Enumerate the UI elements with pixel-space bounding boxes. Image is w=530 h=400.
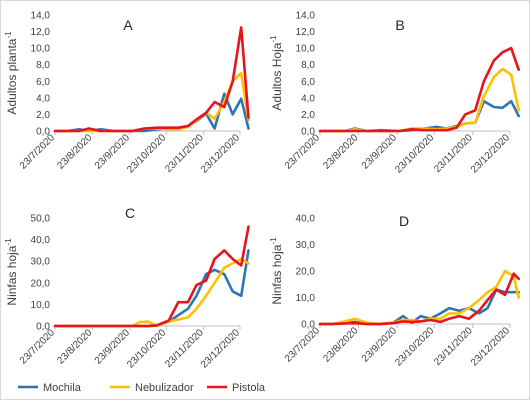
x-tick-label: 23/8/2020 xyxy=(321,325,361,365)
y-axis-label-superscript: -1 xyxy=(269,35,278,43)
y-tick-label: 10,0 xyxy=(296,293,316,304)
y-tick-label: 50,0 xyxy=(31,214,51,225)
y-tick-label: 8,0 xyxy=(36,60,50,71)
y-tick-label: 10,0 xyxy=(31,44,51,55)
x-tick-label: 23/9/2020 xyxy=(360,325,400,365)
y-tick-label: 30,0 xyxy=(31,257,51,268)
x-tick-label: 23/7/2020 xyxy=(283,325,323,365)
series-line-pistola xyxy=(53,26,250,133)
x-tick-label: 23/10/2020 xyxy=(125,327,168,370)
legend-label-nebulizador: Nebulizador xyxy=(135,382,194,394)
legend-label-mochila: Mochila xyxy=(43,382,82,394)
y-tick-label: 30,0 xyxy=(296,240,316,251)
y-tick-label: 10,0 xyxy=(296,44,316,55)
y-axis-label: Ninfas hoja-1 xyxy=(269,237,284,305)
y-tick-label: 0,0 xyxy=(36,322,50,333)
series-line-mochila xyxy=(318,99,521,133)
y-tick-label: 14,0 xyxy=(296,11,316,22)
x-tick-label: 23/10/2020 xyxy=(125,132,168,175)
y-tick-label: 4,0 xyxy=(301,93,315,104)
y-tick-label: 40,0 xyxy=(296,214,316,225)
y-tick-label: 6,0 xyxy=(36,77,50,88)
x-tick-label: 23/9/2020 xyxy=(360,132,400,172)
series-line-mochila xyxy=(53,249,250,328)
x-tick-label: 23/7/2020 xyxy=(283,132,323,172)
y-tick-label: 20,0 xyxy=(296,267,316,278)
y-tick-label: 40,0 xyxy=(31,235,51,246)
series-line-nebulizador xyxy=(318,67,521,133)
x-tick-label: 23/8/2020 xyxy=(55,132,95,172)
y-axis-label: Adultos Hoja-1 xyxy=(269,35,284,111)
panel-b: 0,0 2,0 4,0 6,0 8,0 10,0 12,0 14,0 23/7/2020 23/8… xyxy=(269,11,521,176)
legend-label-pistola: Pistola xyxy=(232,382,266,394)
panel-a: 0,0 2,0 4,0 6,0 8,0 10,0 12,0 14,0 23/7/202023/8… xyxy=(4,11,250,176)
y-tick-label: 12,0 xyxy=(296,27,316,38)
y-tick-label: 2,0 xyxy=(36,110,50,121)
y-tick-label: 2,0 xyxy=(301,110,315,121)
y-tick-label: 0,0 xyxy=(301,127,315,138)
panel-letter: C xyxy=(125,205,135,221)
panel-d: 0,010,020,030,040,023/7/2020 23/8/2020 23/… xyxy=(269,213,521,369)
panel-letter: B xyxy=(395,17,404,33)
x-tick-label: 23/7/2020 xyxy=(18,132,58,172)
y-axis-label-superscript: -1 xyxy=(4,31,13,39)
x-tick-label: 23/8/2020 xyxy=(321,132,361,172)
series-line-nebulizador xyxy=(53,257,250,328)
y-axis-label: Adultos planta-1 xyxy=(4,31,19,115)
x-tick-label: 23/7/2020 xyxy=(18,327,58,367)
x-tick-label: 23/12/2020 xyxy=(199,132,242,175)
panel-c: 0,0 10,0 20,0 30,0 40,0 50,0 23/7/202023/8/202… xyxy=(4,205,250,371)
y-tick-label: 4,0 xyxy=(36,93,50,104)
series-line-pistola xyxy=(318,46,521,133)
x-tick-label: 23/12/2020 xyxy=(469,132,512,175)
x-tick-label: 23/10/2020 xyxy=(393,132,436,175)
y-tick-label: 0,0 xyxy=(301,320,315,331)
x-tick-label: 23/12/2020 xyxy=(199,327,242,370)
series-line-pistola xyxy=(318,272,521,326)
legend: Mochila Nebulizador Pistola xyxy=(18,382,266,394)
y-tick-label: 10,0 xyxy=(31,300,51,311)
y-tick-label: 6,0 xyxy=(301,77,315,88)
series-line-pistola xyxy=(53,225,250,328)
y-axis-label: Ninfas hoja-1 xyxy=(4,238,19,306)
x-tick-label: 23/12/2020 xyxy=(469,325,512,368)
panel-letter: D xyxy=(399,213,409,229)
series-line-nebulizador xyxy=(53,71,250,133)
y-tick-label: 0,0 xyxy=(36,127,50,138)
x-tick-label: 23/10/2020 xyxy=(393,325,436,368)
y-axis-label-superscript: -1 xyxy=(4,238,13,246)
x-tick-label: 23/8/2020 xyxy=(55,327,95,367)
y-axis-label-superscript: -1 xyxy=(269,237,278,245)
y-tick-label: 20,0 xyxy=(31,278,51,289)
y-tick-label: 12,0 xyxy=(31,27,51,38)
y-tick-label: 8,0 xyxy=(301,60,315,71)
panel-letter: A xyxy=(123,17,133,33)
y-tick-label: 14,0 xyxy=(31,11,51,22)
